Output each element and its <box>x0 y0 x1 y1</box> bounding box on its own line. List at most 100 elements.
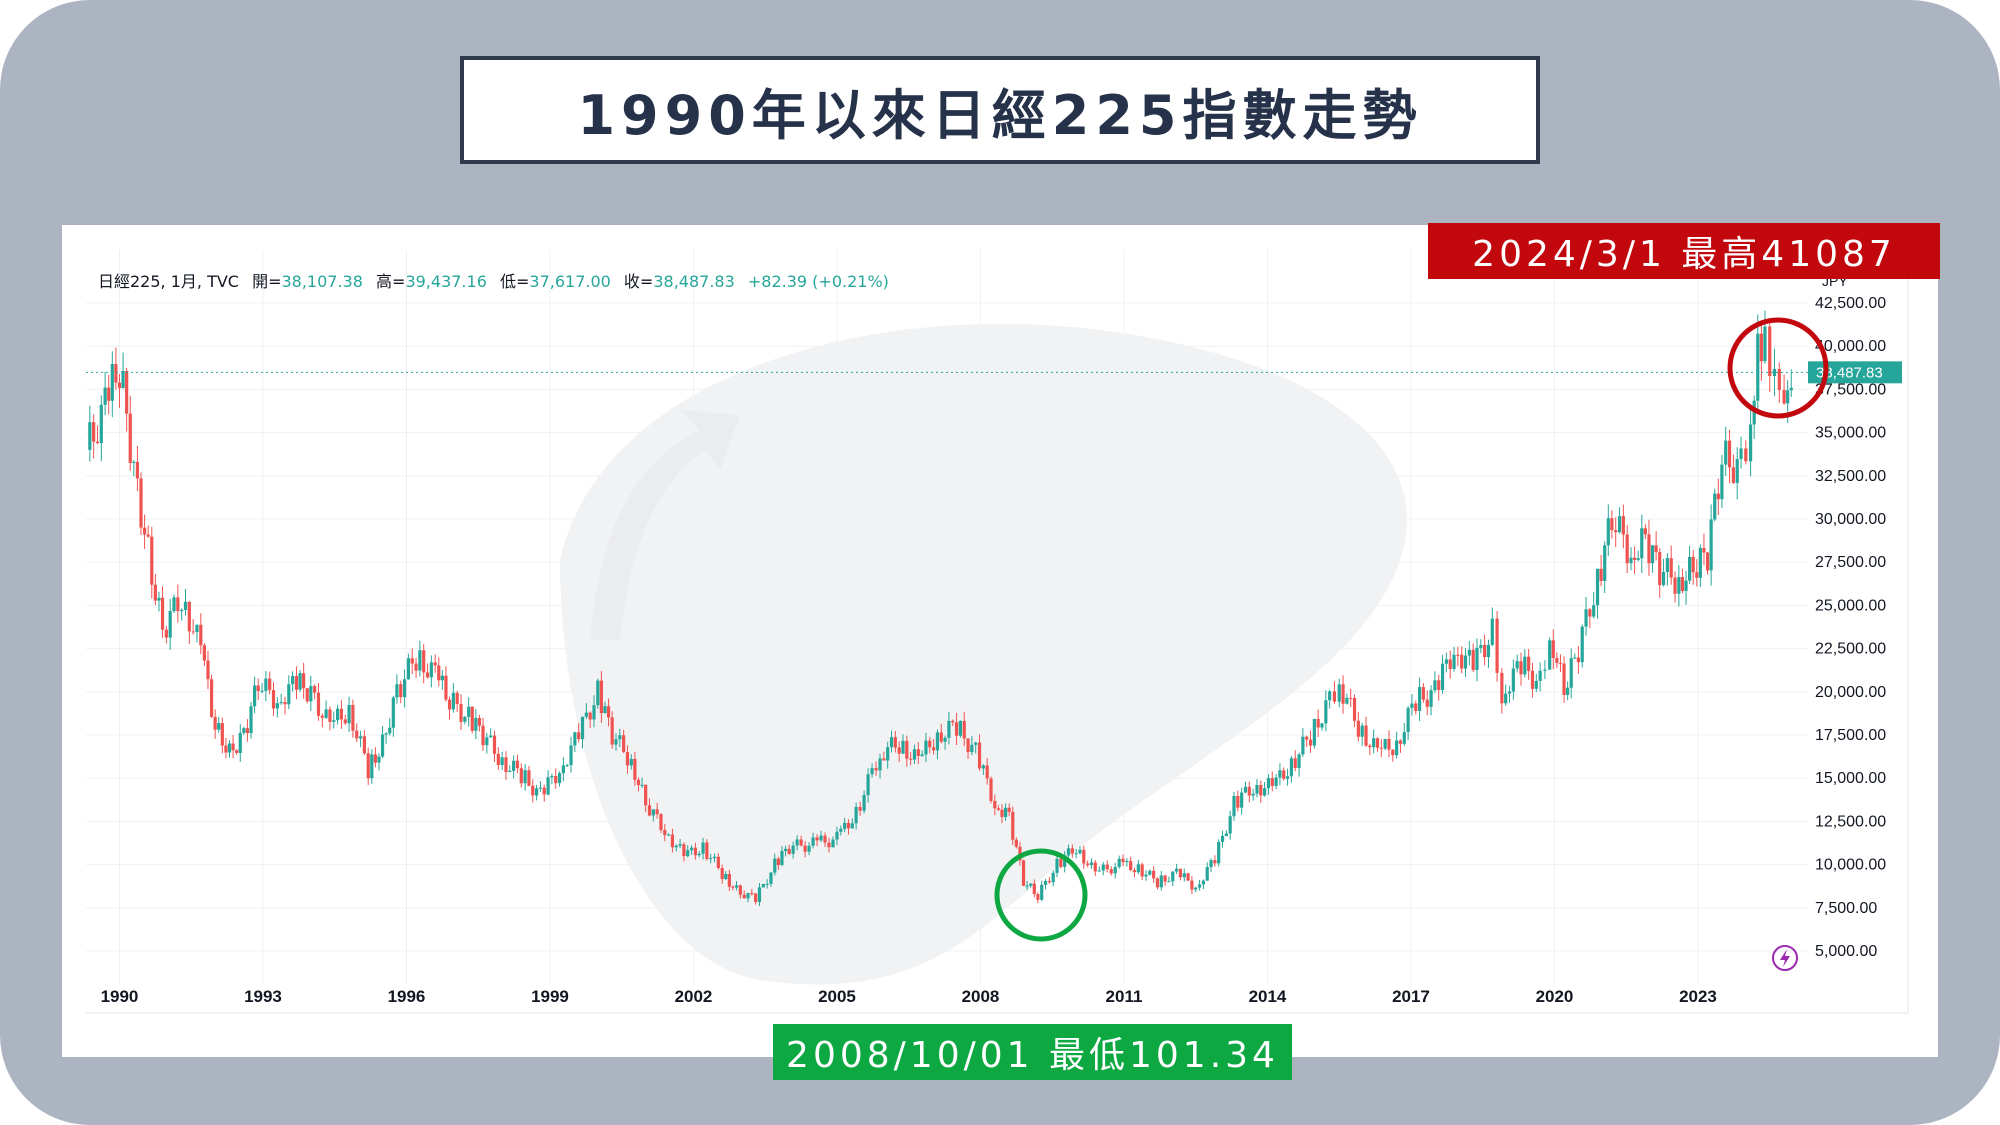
candle-body <box>463 716 467 722</box>
lightning-icon[interactable] <box>1772 945 1798 971</box>
candle-body <box>912 749 917 760</box>
candle-body <box>866 774 870 796</box>
candle-body <box>592 705 596 720</box>
candle-body <box>1197 884 1202 888</box>
candle-body <box>1483 645 1487 658</box>
candle-body <box>1014 839 1018 847</box>
candle-body <box>275 703 279 709</box>
candle-body <box>1089 862 1094 866</box>
candle-body <box>996 808 1001 810</box>
candle-body <box>157 597 161 601</box>
y-tick-label: 25,000.00 <box>1815 597 1886 614</box>
candle-body <box>678 844 682 846</box>
candle-body <box>135 461 140 479</box>
candle-body <box>305 688 309 702</box>
candle-body <box>114 364 118 383</box>
candle-body <box>99 404 103 444</box>
candle-body <box>1444 659 1448 664</box>
candle-body <box>351 704 355 731</box>
legend-change-value: +82.39 (+0.21%) <box>747 272 889 291</box>
candle-body <box>1270 778 1274 786</box>
candle-body <box>1749 424 1753 462</box>
candle-body <box>1328 691 1332 701</box>
candle-body <box>951 720 955 723</box>
candle-body <box>180 609 184 612</box>
x-tick-label: 1996 <box>388 987 426 1006</box>
candle-body <box>1368 745 1372 748</box>
candle-body <box>1125 860 1129 863</box>
candle-body <box>433 662 437 666</box>
candle-body <box>1417 687 1422 711</box>
candle-body <box>444 675 448 700</box>
candle-body <box>1658 552 1662 586</box>
candle-body <box>202 645 206 661</box>
candle-body <box>176 597 180 612</box>
candle-body <box>95 441 100 444</box>
candle-body <box>1786 390 1790 404</box>
candle-body <box>1301 736 1305 755</box>
candle-body <box>399 684 403 698</box>
candle-body <box>1029 883 1033 886</box>
candle-body <box>1063 855 1067 867</box>
candle-body <box>121 370 125 388</box>
candle-body <box>720 868 724 879</box>
candle-body <box>1727 440 1732 468</box>
candle-body <box>429 662 433 678</box>
legend-high-value: 39,437.16 <box>405 272 487 291</box>
candle-body <box>110 364 114 401</box>
candle-body <box>309 686 313 702</box>
candle-body <box>107 387 111 401</box>
candle-body <box>977 742 982 769</box>
candle-body <box>1387 738 1391 750</box>
candle-body <box>1523 656 1527 675</box>
candle-body <box>1308 739 1313 746</box>
candle-body <box>1558 662 1563 664</box>
candle-body <box>410 658 414 664</box>
y-tick-label: 32,500.00 <box>1815 468 1886 485</box>
candle-body <box>1228 816 1232 834</box>
candle-body <box>1650 545 1655 564</box>
candle-body <box>1266 778 1271 789</box>
candle-body <box>546 777 550 795</box>
candle-body <box>238 732 242 753</box>
candle-body <box>1082 849 1086 864</box>
candle-body <box>132 461 136 463</box>
ohlc-legend: 日經225, 1月, TVC 開=38,107.38 高=39,437.16 低… <box>98 268 889 291</box>
candle-body <box>1698 547 1702 578</box>
candle-body <box>88 422 92 450</box>
candle-body <box>1504 693 1508 704</box>
candle-body <box>1171 871 1175 882</box>
y-tick-label: 30,000.00 <box>1815 511 1886 528</box>
candle-body <box>1178 868 1183 878</box>
candle-body <box>1633 557 1637 560</box>
candle-body <box>1159 875 1163 888</box>
candle-body <box>217 723 221 730</box>
candle-body <box>1463 655 1468 669</box>
candle-body <box>839 828 843 832</box>
candle-body <box>1421 687 1426 700</box>
candle-body <box>1495 618 1499 673</box>
candle-body <box>1132 870 1137 873</box>
candle-body <box>291 675 295 685</box>
y-tick-label: 10,000.00 <box>1815 857 1886 874</box>
candle-body <box>187 601 191 632</box>
candle-body <box>481 725 485 746</box>
candle-body <box>670 834 675 848</box>
candle-body <box>928 740 932 748</box>
candle-body <box>625 752 630 766</box>
candle-body <box>1402 732 1406 744</box>
candle-body <box>724 874 728 879</box>
candle-body <box>565 765 569 767</box>
candle-body <box>92 422 96 442</box>
candle-body <box>1456 654 1460 656</box>
x-tick-label: 2017 <box>1392 987 1430 1006</box>
candle-body <box>1695 572 1699 578</box>
candle-body <box>1345 697 1349 704</box>
candle-body <box>622 735 626 753</box>
candle-body <box>966 738 970 753</box>
candle-body <box>1297 754 1301 769</box>
candle-body <box>1735 459 1739 483</box>
high-highlight-circle <box>1727 317 1829 419</box>
candle-body <box>1205 867 1209 881</box>
